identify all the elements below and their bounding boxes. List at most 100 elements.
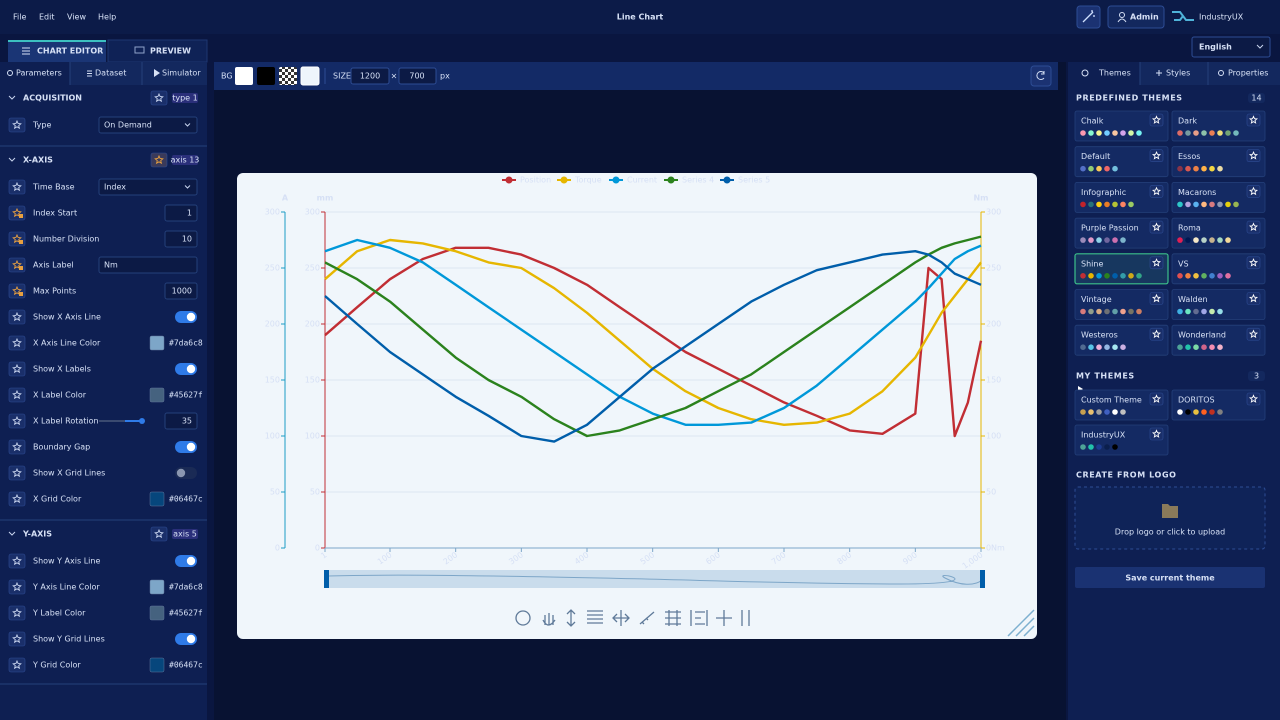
favorite-theme-button[interactable]	[1246, 392, 1261, 406]
favorite-theme-button[interactable]	[1246, 292, 1261, 305]
row-input[interactable]	[164, 204, 198, 222]
legend-marker[interactable]	[560, 176, 568, 184]
favorite-theme-button[interactable]	[1246, 327, 1261, 341]
theme-color	[1112, 273, 1118, 279]
language-select[interactable]	[1191, 36, 1271, 58]
sub-tab-active[interactable]	[1068, 62, 1140, 85]
bg-swatch[interactable]	[235, 67, 253, 85]
sub-tab-label: Dataset	[95, 69, 126, 78]
section-star-button[interactable]	[150, 526, 168, 542]
tool-pan[interactable]	[542, 613, 556, 626]
favorite-theme-button[interactable]	[1149, 256, 1164, 270]
tool-measure[interactable]	[639, 611, 655, 625]
favorite-theme-button[interactable]	[1246, 113, 1261, 127]
tool-pause[interactable]	[741, 610, 750, 626]
tool-zoom-y[interactable]	[566, 609, 576, 627]
row-star-button[interactable]	[8, 631, 26, 647]
row-star-button[interactable]	[8, 579, 26, 595]
row-input[interactable]	[164, 230, 198, 248]
favorite-theme-button[interactable]	[1246, 220, 1261, 234]
theme-color	[1185, 165, 1191, 172]
color-swatch[interactable]	[149, 335, 165, 351]
tool-markers[interactable]	[690, 610, 708, 626]
color-swatch[interactable]	[149, 605, 165, 621]
row-star-button[interactable]	[8, 553, 26, 569]
row-star-button[interactable]	[8, 117, 26, 133]
theme-color	[1193, 237, 1199, 243]
tool-data-view[interactable]	[587, 610, 603, 624]
tool-zoom-x[interactable]	[612, 610, 630, 626]
color-swatch[interactable]	[149, 491, 165, 507]
bg-swatch[interactable]	[300, 66, 320, 86]
tool-crosshair[interactable]	[716, 610, 732, 626]
row-star-button[interactable]	[8, 387, 26, 403]
width-input[interactable]	[350, 67, 390, 85]
row-input[interactable]	[164, 282, 198, 300]
row-select[interactable]	[98, 116, 198, 134]
favorite-theme-button[interactable]	[1246, 149, 1261, 162]
row-select[interactable]	[98, 178, 198, 196]
theme-color	[1217, 344, 1223, 351]
row-star-button[interactable]	[8, 335, 26, 351]
height-input[interactable]	[398, 67, 437, 85]
tab-active[interactable]	[8, 40, 106, 62]
legend-marker[interactable]	[505, 176, 513, 184]
theme-color	[1104, 130, 1110, 136]
row-star-button[interactable]	[8, 309, 26, 325]
favorite-theme-button[interactable]	[1149, 392, 1164, 406]
bg-swatch[interactable]	[279, 67, 297, 85]
legend-marker[interactable]	[667, 176, 675, 184]
tool-grid[interactable]	[665, 610, 681, 626]
chevron	[1256, 44, 1264, 49]
favorite-theme-button[interactable]	[1149, 149, 1164, 162]
favorite-theme-button[interactable]	[1149, 427, 1164, 441]
tab-icon	[7, 70, 13, 76]
badge	[172, 529, 198, 539]
row-star-button[interactable]	[8, 491, 26, 507]
row-star-button[interactable]	[8, 439, 26, 455]
sub-tab-active[interactable]	[0, 62, 70, 85]
theme-color	[1088, 201, 1094, 208]
slider-knob[interactable]	[139, 418, 145, 424]
legend-marker[interactable]	[612, 176, 620, 184]
favorite-theme-button[interactable]	[1149, 327, 1164, 341]
row-star-button[interactable]	[8, 657, 26, 673]
row-star-button[interactable]	[8, 361, 26, 377]
zoom-handle[interactable]	[980, 570, 985, 588]
theme-color	[1112, 409, 1118, 415]
bg-swatch[interactable]	[257, 67, 275, 85]
row-star-button[interactable]	[8, 605, 26, 621]
theme-color	[1096, 409, 1102, 415]
save-theme-button[interactable]	[1075, 567, 1265, 588]
resize-handle[interactable]	[1007, 609, 1035, 637]
user-button[interactable]	[1107, 5, 1165, 29]
theme-color	[1096, 237, 1102, 243]
theme-color	[1104, 344, 1110, 351]
row-star-button[interactable]	[8, 179, 26, 195]
theme-color	[1096, 273, 1102, 279]
tool-restore[interactable]	[515, 610, 531, 626]
zoom-handle[interactable]	[324, 570, 329, 588]
row-text[interactable]	[98, 256, 198, 274]
section-star-button[interactable]	[150, 152, 168, 168]
favorite-theme-button[interactable]	[1149, 220, 1164, 234]
legend-marker[interactable]	[723, 176, 731, 184]
favorite-theme-button[interactable]	[1246, 185, 1261, 198]
row-value: 35	[182, 417, 192, 426]
series-line	[324, 238, 982, 426]
refresh-button[interactable]	[1030, 65, 1052, 87]
row-input[interactable]	[164, 412, 198, 430]
color-swatch[interactable]	[149, 657, 165, 673]
color-swatch[interactable]	[149, 387, 165, 403]
favorite-theme-button[interactable]	[1246, 256, 1261, 270]
tab-label: CHART EDITOR	[37, 47, 103, 56]
favorite-theme-button[interactable]	[1149, 113, 1164, 127]
theme-color	[1225, 237, 1231, 243]
row-star-button[interactable]	[8, 465, 26, 481]
brand-name: IndustryUX	[1199, 13, 1244, 22]
favorite-theme-button[interactable]	[1149, 185, 1164, 198]
row-star-button[interactable]	[8, 413, 26, 429]
section-star-button[interactable]	[150, 90, 168, 106]
color-swatch[interactable]	[149, 579, 165, 595]
favorite-theme-button[interactable]	[1149, 292, 1164, 305]
